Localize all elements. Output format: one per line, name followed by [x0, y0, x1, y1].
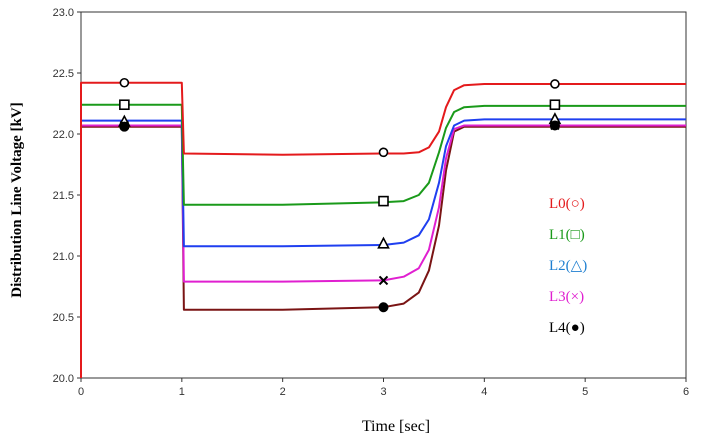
series-4-marker — [119, 121, 130, 132]
series-1-marker — [378, 195, 389, 207]
y-tick-label: 20.0 — [53, 373, 74, 385]
legend-entry-4: L4(●) — [549, 320, 585, 336]
x-tick-label: 1 — [179, 386, 185, 398]
y-tick-label: 21.0 — [53, 251, 74, 263]
y-axis-ticks: 20.0 20.5 21.0 21.5 22.0 22.5 23.0 — [53, 7, 81, 385]
series-3-marker — [378, 275, 389, 286]
x-tick-label: 3 — [380, 386, 386, 398]
x-tick-label: 2 — [280, 386, 286, 398]
y-tick-label: 20.5 — [53, 312, 74, 324]
x-tick-label: 6 — [683, 386, 689, 398]
x-tick-label: 4 — [481, 386, 487, 398]
x-tick-label: 0 — [78, 386, 84, 398]
series-markers — [118, 77, 562, 313]
y-tick-label: 21.5 — [53, 190, 74, 202]
series-4-marker — [378, 302, 389, 313]
x-axis-label: Time [sec] — [362, 418, 430, 435]
y-tick-label: 23.0 — [53, 7, 74, 19]
series-0-marker — [119, 77, 130, 88]
legend: L0(○) L1(□) L2(△) L3(×) L4(●) — [549, 196, 587, 336]
series-4-marker — [549, 120, 560, 131]
legend-entry-3: L3(×) — [549, 289, 584, 305]
legend-entry-2: L2(△) — [549, 258, 587, 274]
x-tick-label: 5 — [582, 386, 588, 398]
legend-entry-1: L1(□) — [549, 227, 585, 243]
legend-entry-0: L0(○) — [549, 196, 585, 212]
series-2-marker — [377, 236, 390, 249]
series-0-marker — [550, 79, 560, 89]
series-lines — [80, 81, 686, 378]
y-tick-label: 22.5 — [53, 68, 74, 80]
series-1-marker — [549, 99, 561, 111]
plot-area — [80, 11, 687, 379]
series-line-0 — [80, 81, 686, 378]
y-tick-label: 22.0 — [53, 129, 74, 141]
x-axis-ticks: 0 1 2 3 4 5 6 — [78, 378, 689, 398]
series-0-marker — [378, 147, 389, 158]
y-axis-label: Distribution Line Voltage [kV] — [9, 102, 25, 297]
series-1-marker — [119, 99, 130, 111]
